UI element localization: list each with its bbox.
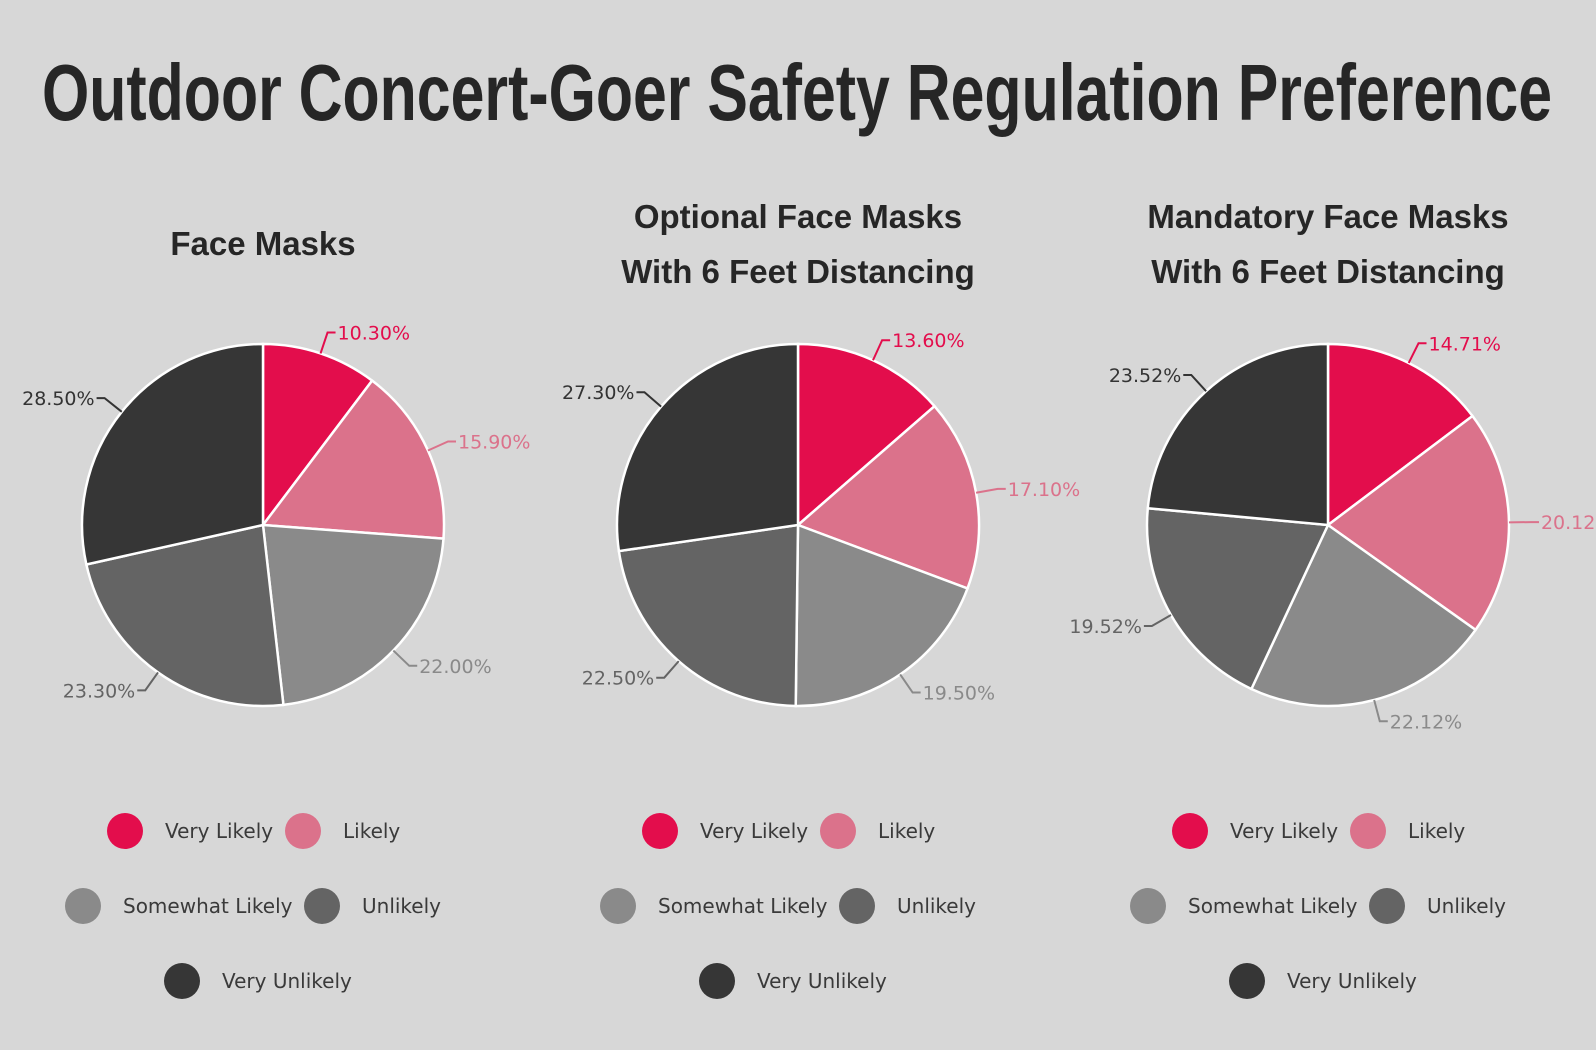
legend-item-very-unlikely[interactable]: Very Unlikely — [699, 963, 887, 999]
pie-slice-likely[interactable] — [260, 378, 446, 540]
label-leader-line — [392, 649, 418, 667]
legend-item-unlikely[interactable]: Unlikely — [304, 888, 441, 924]
label-leader-line — [1373, 699, 1388, 723]
legend-swatch — [164, 963, 200, 999]
data-label: 22.50% — [582, 668, 654, 690]
legend-label: Likely — [343, 819, 400, 843]
data-label: 27.30% — [562, 382, 634, 404]
label-leader-line — [1183, 373, 1207, 392]
pie-slice-very-likely[interactable] — [1326, 342, 1475, 528]
legend-item-somewhat-likely[interactable]: Somewhat Likely — [65, 888, 293, 924]
legend-label: Unlikely — [1427, 894, 1506, 918]
label-leader-line — [975, 487, 1006, 494]
label-leader-line — [427, 440, 457, 452]
data-label: 23.30% — [63, 680, 135, 702]
data-label: 28.50% — [22, 388, 94, 410]
legend-label: Somewhat Likely — [1188, 894, 1358, 918]
chart-title: With 6 Feet Distancing — [621, 253, 975, 290]
pie-slice-very-likely[interactable] — [261, 342, 374, 529]
legend-swatch — [600, 888, 636, 924]
legend-item-likely[interactable]: Likely — [1350, 813, 1465, 849]
label-leader-line — [96, 397, 123, 413]
legend-swatch — [839, 888, 875, 924]
legend-label: Unlikely — [362, 894, 441, 918]
data-label: 22.12% — [1390, 711, 1462, 733]
legend-item-likely[interactable]: Likely — [285, 813, 400, 849]
label-leader-line — [1143, 614, 1172, 627]
legend-item-very-unlikely[interactable]: Very Unlikely — [164, 963, 352, 999]
legend-item-very-likely[interactable]: Very Likely — [1172, 813, 1338, 849]
pie-slice-very-unlikely[interactable] — [615, 342, 800, 553]
legend-item-somewhat-likely[interactable]: Somewhat Likely — [600, 888, 828, 924]
legend-item-likely[interactable]: Likely — [820, 813, 935, 849]
legend-label: Somewhat Likely — [658, 894, 828, 918]
legend-label: Likely — [878, 819, 935, 843]
label-leader-line — [137, 671, 159, 692]
label-leader-line — [872, 339, 891, 361]
legend-swatch — [1350, 813, 1386, 849]
legend-item-very-likely[interactable]: Very Likely — [107, 813, 273, 849]
data-label: 10.30% — [338, 323, 410, 345]
data-label: 20.12% — [1541, 512, 1596, 534]
pie-slice-likely[interactable] — [1325, 414, 1511, 632]
legend-label: Very Likely — [165, 819, 273, 843]
chart-title: With 6 Feet Distancing — [1151, 253, 1505, 290]
legend-label: Very Unlikely — [1287, 969, 1417, 993]
label-leader-line — [319, 331, 336, 354]
data-label: 23.52% — [1109, 365, 1181, 387]
legend-swatch — [65, 888, 101, 924]
pie-slice-very-unlikely[interactable] — [1146, 342, 1330, 527]
label-leader-line — [1407, 342, 1427, 364]
legend-item-very-likely[interactable]: Very Likely — [642, 813, 808, 849]
data-label: 17.10% — [1008, 479, 1080, 501]
legend-label: Very Unlikely — [222, 969, 352, 993]
legend-swatch — [1229, 963, 1265, 999]
legend-item-unlikely[interactable]: Unlikely — [1369, 888, 1506, 924]
legend-label: Unlikely — [897, 894, 976, 918]
label-leader-line — [636, 391, 662, 408]
pie-slice-very-unlikely[interactable] — [80, 342, 265, 566]
pie-slice-unlikely[interactable] — [1145, 506, 1330, 691]
pie-slice-somewhat-likely[interactable] — [261, 523, 445, 707]
legend-swatch — [1172, 813, 1208, 849]
legend-label: Likely — [1408, 819, 1465, 843]
data-label: 15.90% — [458, 431, 530, 453]
data-label: 19.50% — [923, 683, 995, 705]
legend-label: Very Unlikely — [757, 969, 887, 993]
data-label: 19.52% — [1069, 616, 1141, 638]
legend-swatch — [107, 813, 143, 849]
data-label: 13.60% — [892, 330, 964, 352]
legend-swatch — [1369, 888, 1405, 924]
data-label: 22.00% — [419, 656, 491, 678]
legend-label: Very Likely — [1230, 819, 1338, 843]
chart-title: Face Masks — [170, 225, 355, 262]
legend-item-very-unlikely[interactable]: Very Unlikely — [1229, 963, 1417, 999]
page-title: Outdoor Concert-Goer Safety Regulation P… — [42, 48, 1552, 137]
legend-swatch — [820, 813, 856, 849]
legend-item-somewhat-likely[interactable]: Somewhat Likely — [1130, 888, 1358, 924]
pie-slice-unlikely[interactable] — [617, 523, 800, 708]
legend-label: Very Likely — [700, 819, 808, 843]
pie-chart-2: Optional Face Masks With 6 Feet Distancin… — [562, 198, 1080, 999]
data-label: 14.71% — [1429, 333, 1501, 355]
pie-chart-1: Face Masks 10.30% 15.90% 22.00% 23.30% 28.50%… — [22, 225, 530, 999]
chart-title: Mandatory Face Masks — [1147, 198, 1508, 235]
legend-item-unlikely[interactable]: Unlikely — [839, 888, 976, 924]
legend-swatch — [642, 813, 678, 849]
label-leader-line — [899, 673, 921, 694]
legend-swatch — [304, 888, 340, 924]
legend-swatch — [1130, 888, 1166, 924]
label-leader-line — [656, 660, 680, 679]
legend-label: Somewhat Likely — [123, 894, 293, 918]
legend-swatch — [285, 813, 321, 849]
chart-title: Optional Face Masks — [634, 198, 962, 235]
pie-slice-very-likely[interactable] — [796, 342, 937, 528]
pie-chart-3: Mandatory Face Masks With 6 Feet Distanci… — [1069, 198, 1596, 999]
legend-swatch — [699, 963, 735, 999]
